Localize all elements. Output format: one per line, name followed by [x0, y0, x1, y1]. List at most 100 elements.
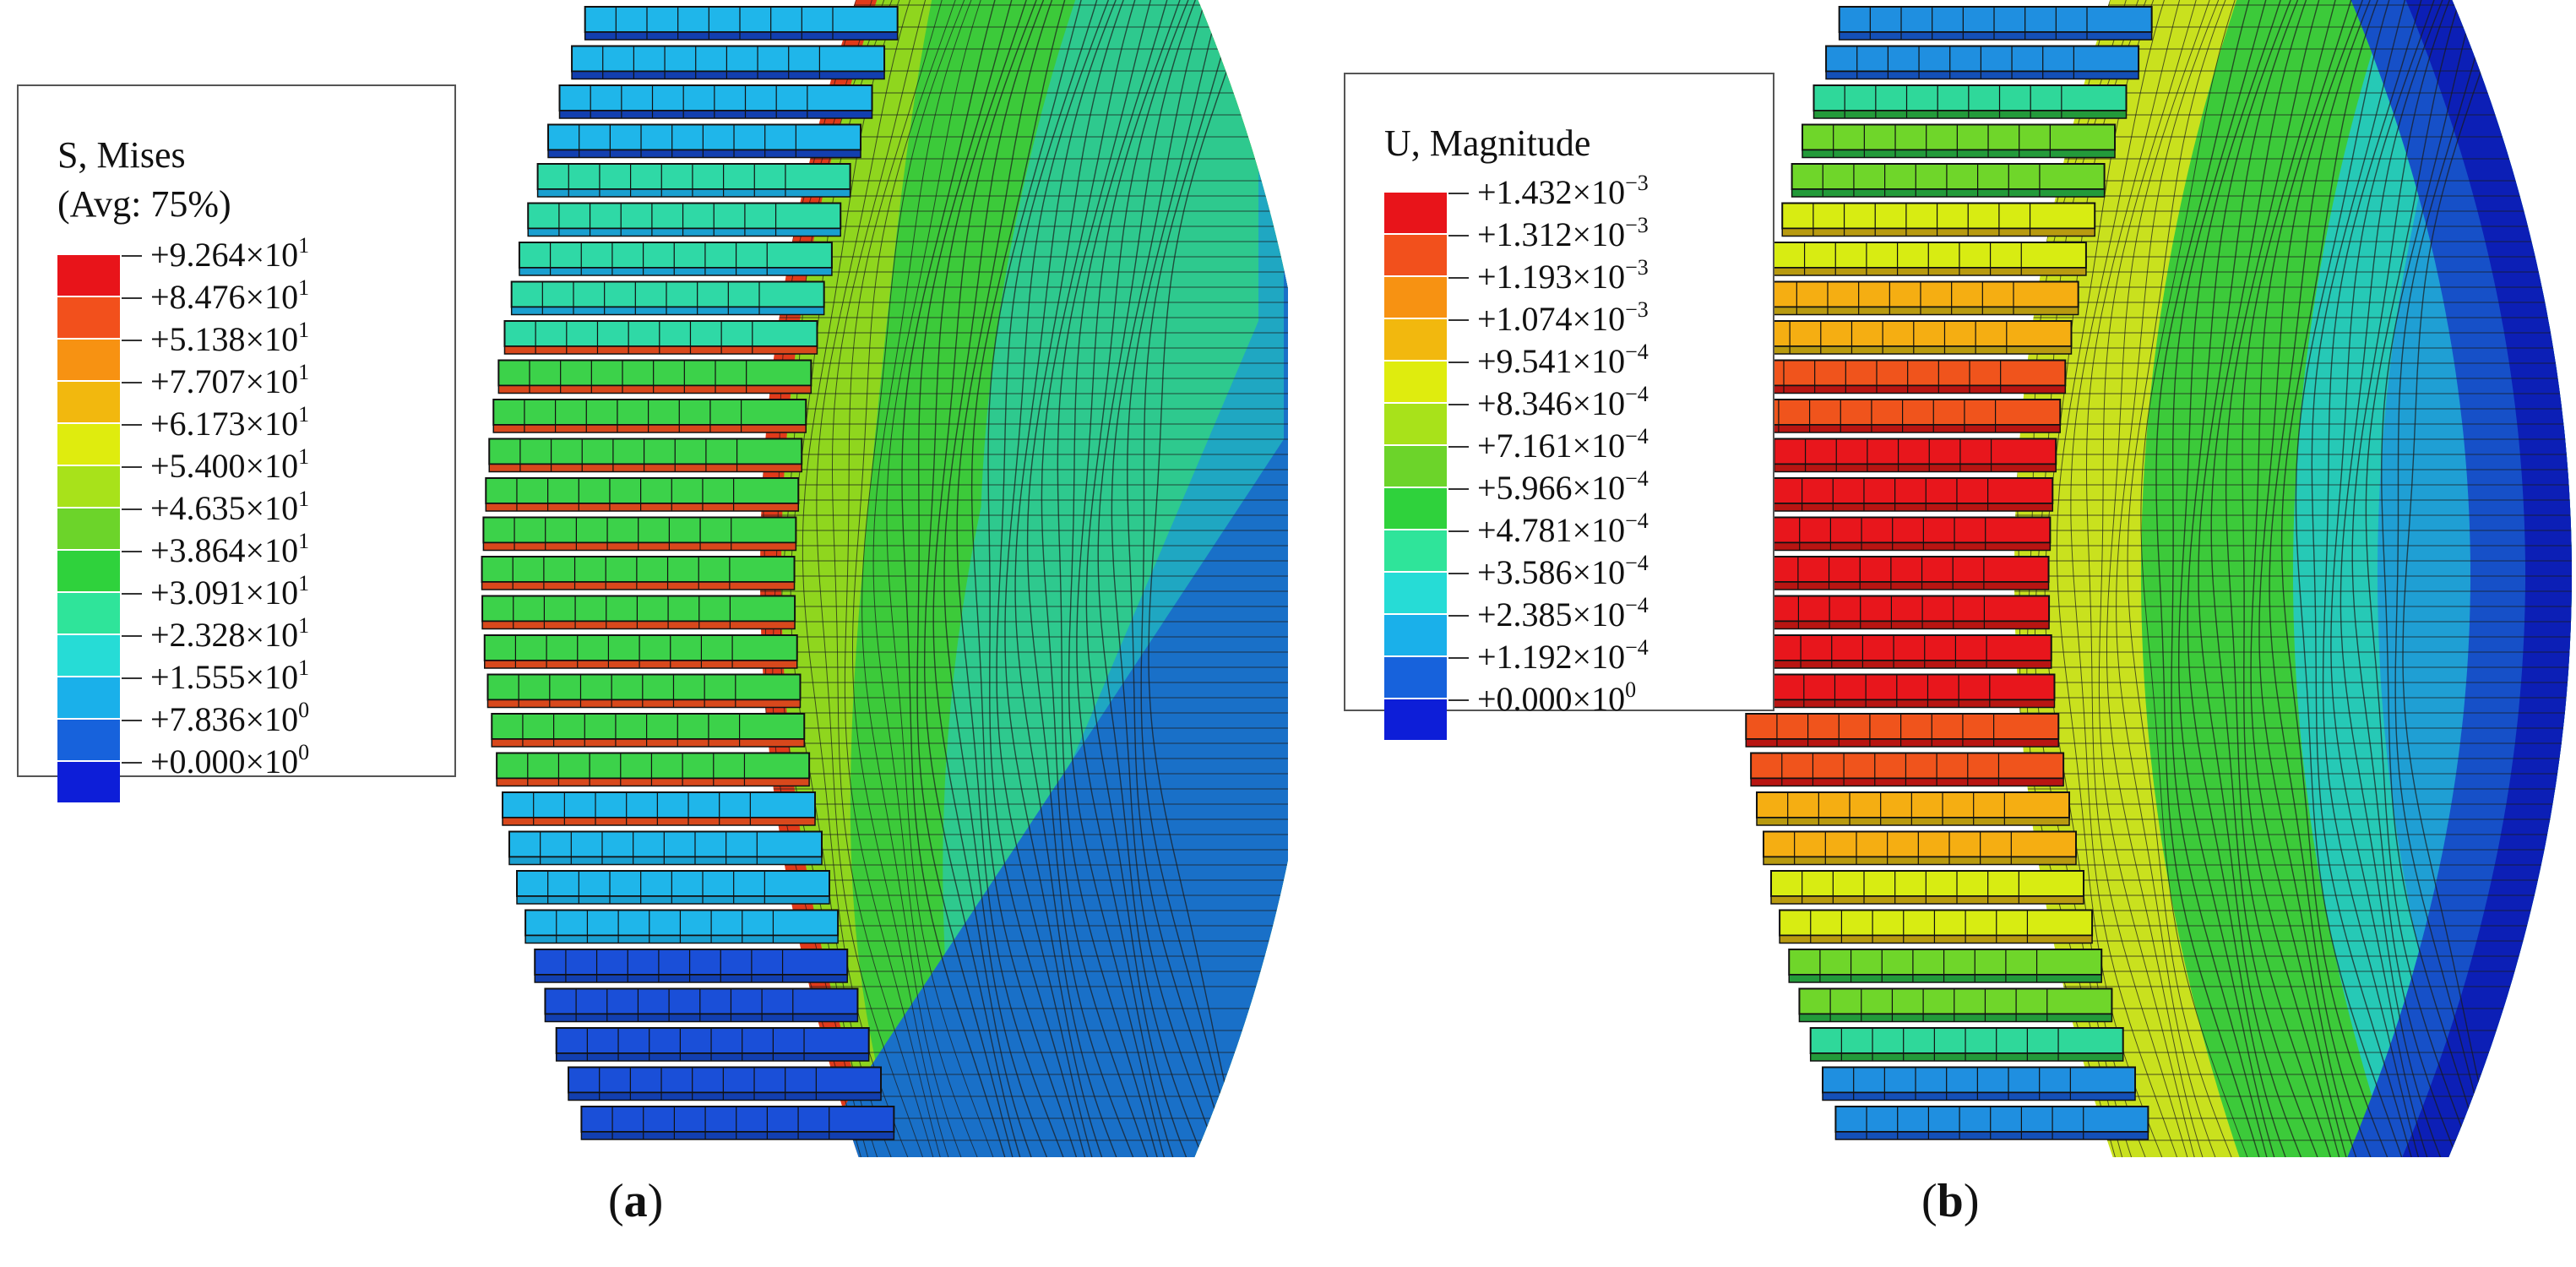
legend-value-label: +1.193×10−3	[1477, 254, 1649, 296]
legend-swatch	[1384, 615, 1447, 655]
legend-value-label: +5.138×101	[150, 317, 310, 358]
gear-tooth	[482, 516, 797, 544]
mesh-line	[2127, 0, 2232, 1157]
legend-swatch	[1384, 362, 1447, 402]
gear-tooth	[1764, 280, 2079, 308]
gear-tooth-flank	[1739, 503, 2054, 512]
gear-tooth-flank	[1802, 149, 2116, 159]
gear-tooth	[1809, 1027, 2124, 1054]
gear-tooth-flank	[503, 345, 818, 355]
legend-tick	[122, 297, 142, 299]
gear-tooth-flank	[1791, 188, 2106, 198]
contour-band	[811, 0, 1288, 1157]
legend-tick	[122, 424, 142, 426]
gear-tooth	[571, 45, 886, 73]
mesh-line	[2178, 0, 2281, 1157]
gear-tooth-flank	[1812, 110, 2128, 119]
gear-tooth-flank	[1735, 581, 2050, 590]
panel-a-mises-stress: S, Mises (Avg: 75%) +9.264×101 +8.476×101…	[17, 0, 1288, 1227]
legend-tick	[1448, 235, 1469, 237]
legend-tick	[122, 635, 142, 637]
legend-swatch	[1384, 319, 1447, 360]
legend-value-label: +7.161×10−4	[1477, 423, 1649, 465]
gear-tooth-flank	[1770, 895, 2084, 905]
legend-value-label: +9.264×101	[150, 232, 310, 274]
legend-tick	[1448, 193, 1469, 194]
gear-tooth-flank	[584, 31, 899, 41]
gear-tooth-flank	[481, 620, 796, 630]
gear-tooth	[1770, 870, 2085, 897]
mesh-line	[816, 0, 923, 1157]
gear-tooth	[527, 202, 842, 230]
gear-tooth	[485, 477, 800, 504]
mesh-line	[924, 0, 1027, 1157]
mesh-line	[932, 0, 1037, 1157]
gear-tooth-flank	[519, 267, 833, 276]
gear-tooth-flank	[485, 503, 800, 512]
gear-teeth	[1735, 6, 2153, 1140]
gear-tooth-flank	[1736, 620, 2050, 630]
gear-tooth-flank	[1822, 1091, 2136, 1101]
mesh-line	[2381, 0, 2484, 1157]
gear-tooth-flank	[492, 424, 807, 433]
mesh-line	[1127, 0, 1230, 1157]
legend-tick	[1448, 657, 1469, 659]
legend-value-label: +1.192×10−4	[1477, 634, 1649, 676]
mesh-line	[2330, 0, 2435, 1157]
gear-tooth-flank	[1750, 777, 2064, 787]
legend-swatch	[1384, 530, 1447, 571]
panel-b-displacement: U, Magnitude +1.432×10−3 +1.312×10−3 +1.19…	[1288, 0, 2576, 1267]
gear-tooth	[1741, 673, 2056, 701]
gear-tooth-flank	[1838, 31, 2153, 41]
legend-tick	[1448, 699, 1469, 701]
gear-tooth	[1758, 320, 2073, 347]
mesh-line	[996, 0, 1098, 1157]
mesh-line	[2198, 0, 2302, 1157]
mesh-line	[1085, 0, 1189, 1157]
legend-value-label: +5.966×10−4	[1477, 465, 1649, 507]
mesh-line	[1014, 0, 1117, 1157]
gear-tooth	[1798, 987, 2113, 1015]
legend-swatch	[1384, 699, 1447, 740]
gear-tooth	[1781, 202, 2096, 230]
legend-tick	[1448, 488, 1469, 490]
gear-tooth-flank	[547, 149, 861, 159]
legend-value-label: +4.635×101	[150, 486, 310, 527]
legend-value-label: +3.864×101	[150, 528, 310, 569]
mesh-line	[2116, 0, 2220, 1157]
legend-tick	[122, 762, 142, 764]
gear-tooth-flank	[534, 974, 848, 983]
gear-tooth-flank	[527, 227, 841, 237]
legend-value-label: +0.000×100	[1477, 677, 1637, 718]
legend-swatch	[1384, 277, 1447, 318]
legend-tick	[1448, 530, 1469, 532]
legend-tick	[1448, 446, 1469, 448]
legend-swatch	[1384, 193, 1447, 233]
legend-displacement: U, Magnitude +1.432×10−3 +1.312×10−3 +1.19…	[1344, 73, 1774, 740]
legend-value-label: +1.312×10−3	[1477, 212, 1649, 253]
legend-value-label: +6.173×101	[150, 401, 310, 443]
gear-tooth	[1742, 438, 2057, 465]
legend-swatch	[57, 677, 120, 718]
legend-value-label: +1.074×10−3	[1477, 296, 1649, 338]
gear-tooth	[1735, 556, 2050, 583]
gear-tooth-flank	[1825, 70, 2139, 80]
mesh-line	[2171, 0, 2268, 1157]
legend-value-label: +7.707×101	[150, 359, 310, 400]
gear-tooth	[558, 84, 873, 111]
mesh-line	[2187, 0, 2291, 1157]
gear-tooth-flank	[502, 817, 816, 826]
gear-tooth	[1736, 516, 2052, 544]
gear-tooth	[1802, 123, 2117, 151]
legend-value-label: +2.385×10−4	[1477, 592, 1649, 634]
mesh-line	[2351, 0, 2458, 1157]
gear-tooth-flank	[524, 934, 839, 944]
legend-value-label: +4.781×10−4	[1477, 508, 1649, 549]
gear-tooth-flank	[571, 70, 885, 80]
legend-tick	[1448, 615, 1469, 617]
gear-tooth	[508, 830, 823, 858]
fem-contour-plot-a	[481, 0, 1288, 1157]
mesh-line	[2242, 0, 2340, 1157]
mesh-line	[2269, 0, 2372, 1157]
figure-caption-a: (a)	[608, 1175, 664, 1227]
